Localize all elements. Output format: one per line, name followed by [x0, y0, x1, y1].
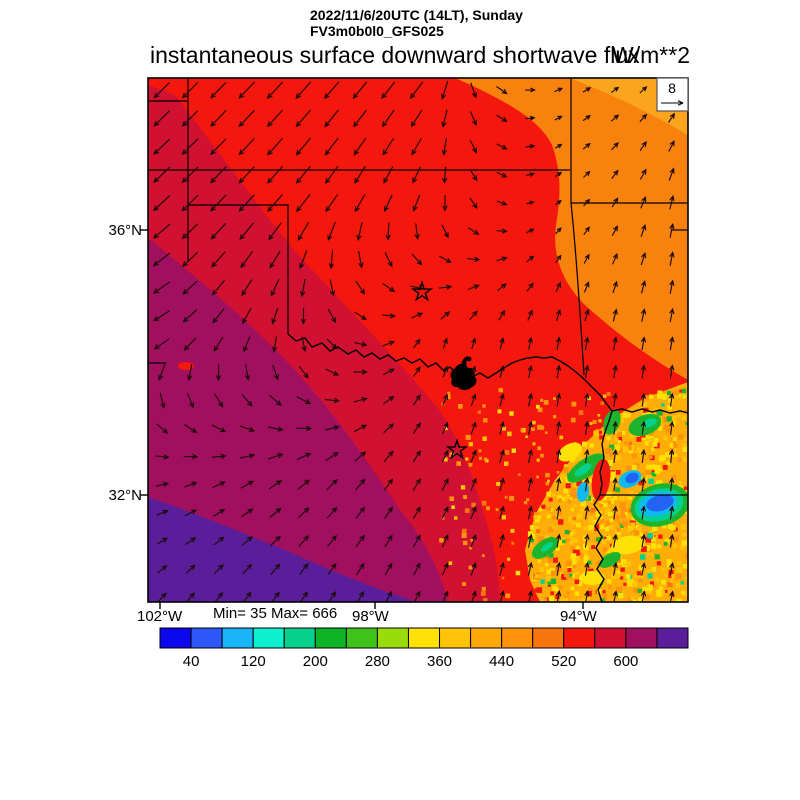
field-orange-northeast — [455, 78, 688, 380]
colorbar-tick-label: 40 — [183, 653, 200, 670]
lon-tick-98w: 98°W — [352, 608, 389, 625]
colorbar — [159, 627, 689, 649]
min-max-label: Min= 35 Max= 666 — [213, 605, 338, 622]
state-borders — [148, 78, 688, 496]
rivers — [287, 333, 688, 602]
lat-tick-32n: 32°N — [108, 487, 142, 504]
lon-tick-102w: 102°W — [137, 608, 183, 625]
field-red-inlier — [178, 362, 194, 370]
border-arkansas-west — [570, 202, 585, 376]
colorbar-tick-label: 440 — [489, 653, 514, 670]
wind-arrows — [152, 81, 676, 602]
wind-reference-box: 8 — [656, 77, 689, 112]
valid-time-line: 2022/11/6/20UTC (14LT), Sunday — [310, 7, 523, 23]
flux-field — [148, 78, 688, 602]
wind-ref-arrow-icon — [661, 100, 684, 106]
lake-blob — [450, 356, 477, 390]
star-okc — [410, 280, 434, 302]
cloud-speckle-band — [439, 387, 611, 602]
model-name-line: FV3m0b0l0_GFS025 — [310, 23, 444, 39]
field-purple-corner — [148, 497, 415, 602]
lon-tick-94w: 94°W — [560, 608, 597, 625]
lake-dot — [466, 356, 472, 362]
colorbar-tick-label: 280 — [365, 653, 390, 670]
colorbar-tick-label: 360 — [427, 653, 452, 670]
wind-ref-frame — [656, 77, 689, 112]
lat-tick-36n: 36°N — [108, 222, 142, 239]
red-river-east-branch — [611, 408, 688, 414]
colorbar-tick-label: 600 — [613, 653, 638, 670]
colorbar-tick-label: 200 — [303, 653, 328, 670]
border-ok-panhandle — [188, 204, 289, 334]
units-label: W/m**2 — [612, 42, 690, 68]
colorbar-tick-labels: 40 120 200 280 360 440 520 600 — [183, 653, 639, 670]
header-block: 2022/11/6/20UTC (14LT), Sunday FV3m0b0l0… — [310, 7, 523, 39]
map-frame — [147, 77, 689, 603]
axis-ticks — [140, 229, 584, 609]
plot-title: instantaneous surface downward shortwave… — [150, 42, 640, 68]
colorbar-tick-label: 520 — [551, 653, 576, 670]
city-star-markers — [410, 280, 469, 460]
field-crimson-band — [148, 85, 500, 602]
red-river — [287, 333, 613, 602]
wind-ref-value: 8 — [668, 80, 676, 96]
star-dfw — [445, 438, 469, 460]
colorbar-tick-label: 120 — [241, 653, 266, 670]
